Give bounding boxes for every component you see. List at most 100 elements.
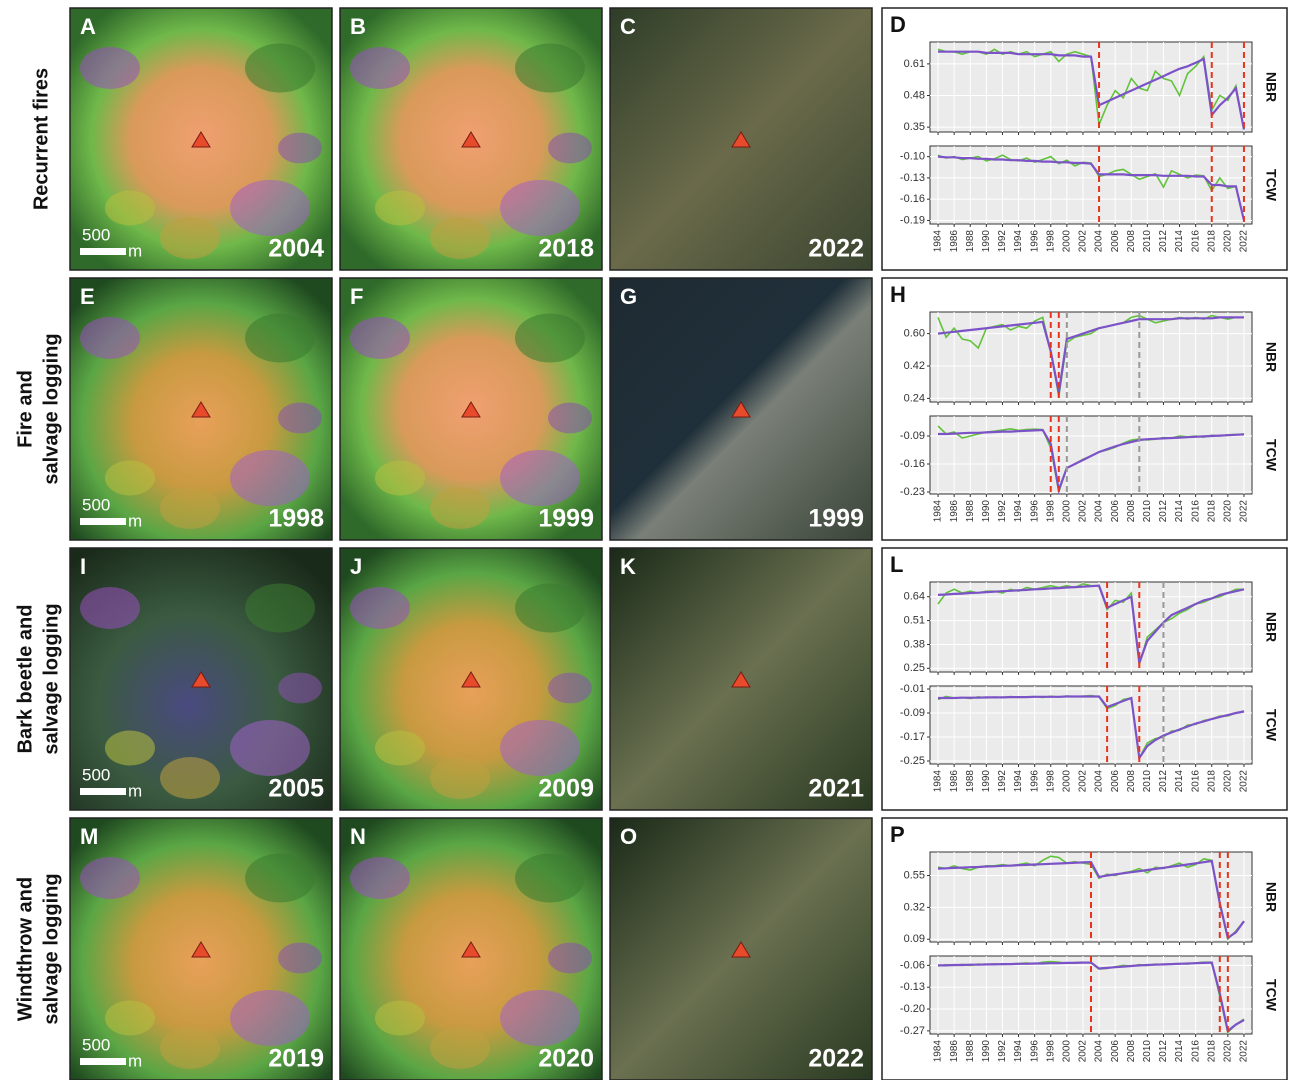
image-texture (80, 47, 140, 89)
y-tick-label: -0.10 (900, 151, 925, 163)
x-tick-label: 2000 (1061, 770, 1072, 793)
image-texture (375, 461, 425, 496)
scale-bar-unit: m (128, 1051, 142, 1070)
scale-bar-unit: m (128, 781, 142, 800)
scale-bar (80, 518, 126, 525)
y-tick-label: -0.13 (900, 172, 925, 184)
x-tick-label: 1996 (1029, 500, 1040, 523)
x-tick-label: 2008 (1126, 230, 1137, 253)
row-label: salvage logging (40, 603, 62, 754)
image-texture (430, 757, 490, 799)
image-texture (160, 487, 220, 529)
x-tick-label: 2016 (1190, 770, 1201, 793)
image-year: 2020 (538, 1045, 594, 1073)
image-texture (105, 1001, 155, 1036)
image-year: 1999 (538, 505, 594, 533)
x-tick-label: 2018 (1206, 1040, 1217, 1063)
x-tick-label: 2012 (1158, 230, 1169, 253)
image-texture (105, 191, 155, 226)
scale-bar (80, 788, 126, 795)
panel-letter: G (620, 284, 637, 309)
image-texture (515, 854, 585, 903)
y-axis-label: NBR (1263, 342, 1279, 372)
image-panel: M2019500m (70, 818, 332, 1080)
image-texture (350, 47, 410, 89)
panel-letter: J (350, 554, 362, 579)
y-tick-label: -0.20 (900, 1003, 925, 1015)
y-tick-label: 0.48 (904, 89, 925, 101)
image-year: 2022 (808, 235, 864, 263)
y-tick-label: -0.06 (900, 959, 925, 971)
y-tick-label: 0.35 (904, 121, 925, 133)
y-tick-label: 0.32 (904, 901, 925, 913)
y-tick-label: -0.01 (900, 683, 925, 695)
x-tick-label: 2008 (1126, 1040, 1137, 1063)
y-tick-label: -0.13 (900, 981, 925, 993)
image-texture (278, 403, 322, 434)
x-tick-label: 1994 (1013, 770, 1024, 793)
x-tick-label: 1996 (1029, 770, 1040, 793)
scale-bar-unit: m (128, 241, 142, 260)
x-tick-label: 1998 (1045, 500, 1056, 523)
x-tick-label: 2010 (1142, 1040, 1153, 1063)
scale-bar-length: 500 (82, 225, 110, 244)
x-tick-label: 1984 (933, 1040, 944, 1063)
x-tick-label: 1990 (981, 230, 992, 253)
image-texture (245, 584, 315, 633)
y-tick-label: -0.09 (900, 430, 925, 442)
image-texture (245, 314, 315, 363)
scale-bar-length: 500 (82, 495, 110, 514)
x-tick-label: 2006 (1110, 770, 1121, 793)
x-tick-label: 1998 (1045, 1040, 1056, 1063)
x-tick-label: 2006 (1110, 500, 1121, 523)
x-tick-label: 2016 (1190, 500, 1201, 523)
y-tick-label: 0.55 (904, 869, 925, 881)
x-tick-label: 2004 (1094, 230, 1105, 253)
x-tick-label: 2014 (1174, 500, 1185, 523)
x-tick-label: 1990 (981, 770, 992, 793)
x-tick-label: 2002 (1078, 1040, 1089, 1063)
image-year: 2009 (538, 775, 594, 803)
x-tick-label: 2002 (1078, 230, 1089, 253)
x-tick-label: 2014 (1174, 770, 1185, 793)
panel-letter: A (80, 14, 96, 39)
x-tick-label: 1998 (1045, 770, 1056, 793)
x-tick-label: 1986 (949, 1040, 960, 1063)
x-tick-label: 1988 (965, 500, 976, 523)
image-panel: B2018 (340, 8, 602, 270)
image-texture (375, 1001, 425, 1036)
plot-area (930, 582, 1252, 672)
image-texture (350, 317, 410, 359)
x-tick-label: 2018 (1206, 500, 1217, 523)
panel-letter: E (80, 284, 95, 309)
image-panel: N2020 (340, 818, 602, 1080)
x-tick-label: 2004 (1094, 500, 1105, 523)
y-tick-label: -0.16 (900, 458, 925, 470)
image-texture (230, 180, 310, 236)
y-tick-label: -0.09 (900, 707, 925, 719)
image-texture (515, 44, 585, 93)
panel-letter: D (890, 12, 906, 37)
x-tick-label: 2002 (1078, 500, 1089, 523)
x-tick-label: 1992 (997, 770, 1008, 793)
x-tick-label: 2014 (1174, 230, 1185, 253)
panel-letter: O (620, 824, 637, 849)
x-tick-label: 2006 (1110, 1040, 1121, 1063)
x-tick-label: 1984 (933, 500, 944, 523)
x-tick-label: 1986 (949, 230, 960, 253)
x-tick-label: 2000 (1061, 230, 1072, 253)
panel-letter: F (350, 284, 363, 309)
y-axis-label: NBR (1263, 72, 1279, 102)
x-tick-label: 1986 (949, 770, 960, 793)
image-year: 1998 (268, 505, 324, 533)
x-tick-label: 2016 (1190, 230, 1201, 253)
image-texture (500, 180, 580, 236)
x-tick-label: 1994 (1013, 230, 1024, 253)
figure: Recurrent firesA2004500mB2018C2022D0.350… (0, 0, 1291, 1080)
x-tick-label: 2004 (1094, 1040, 1105, 1063)
y-axis-label: NBR (1263, 612, 1279, 642)
y-tick-label: 0.60 (904, 328, 925, 340)
